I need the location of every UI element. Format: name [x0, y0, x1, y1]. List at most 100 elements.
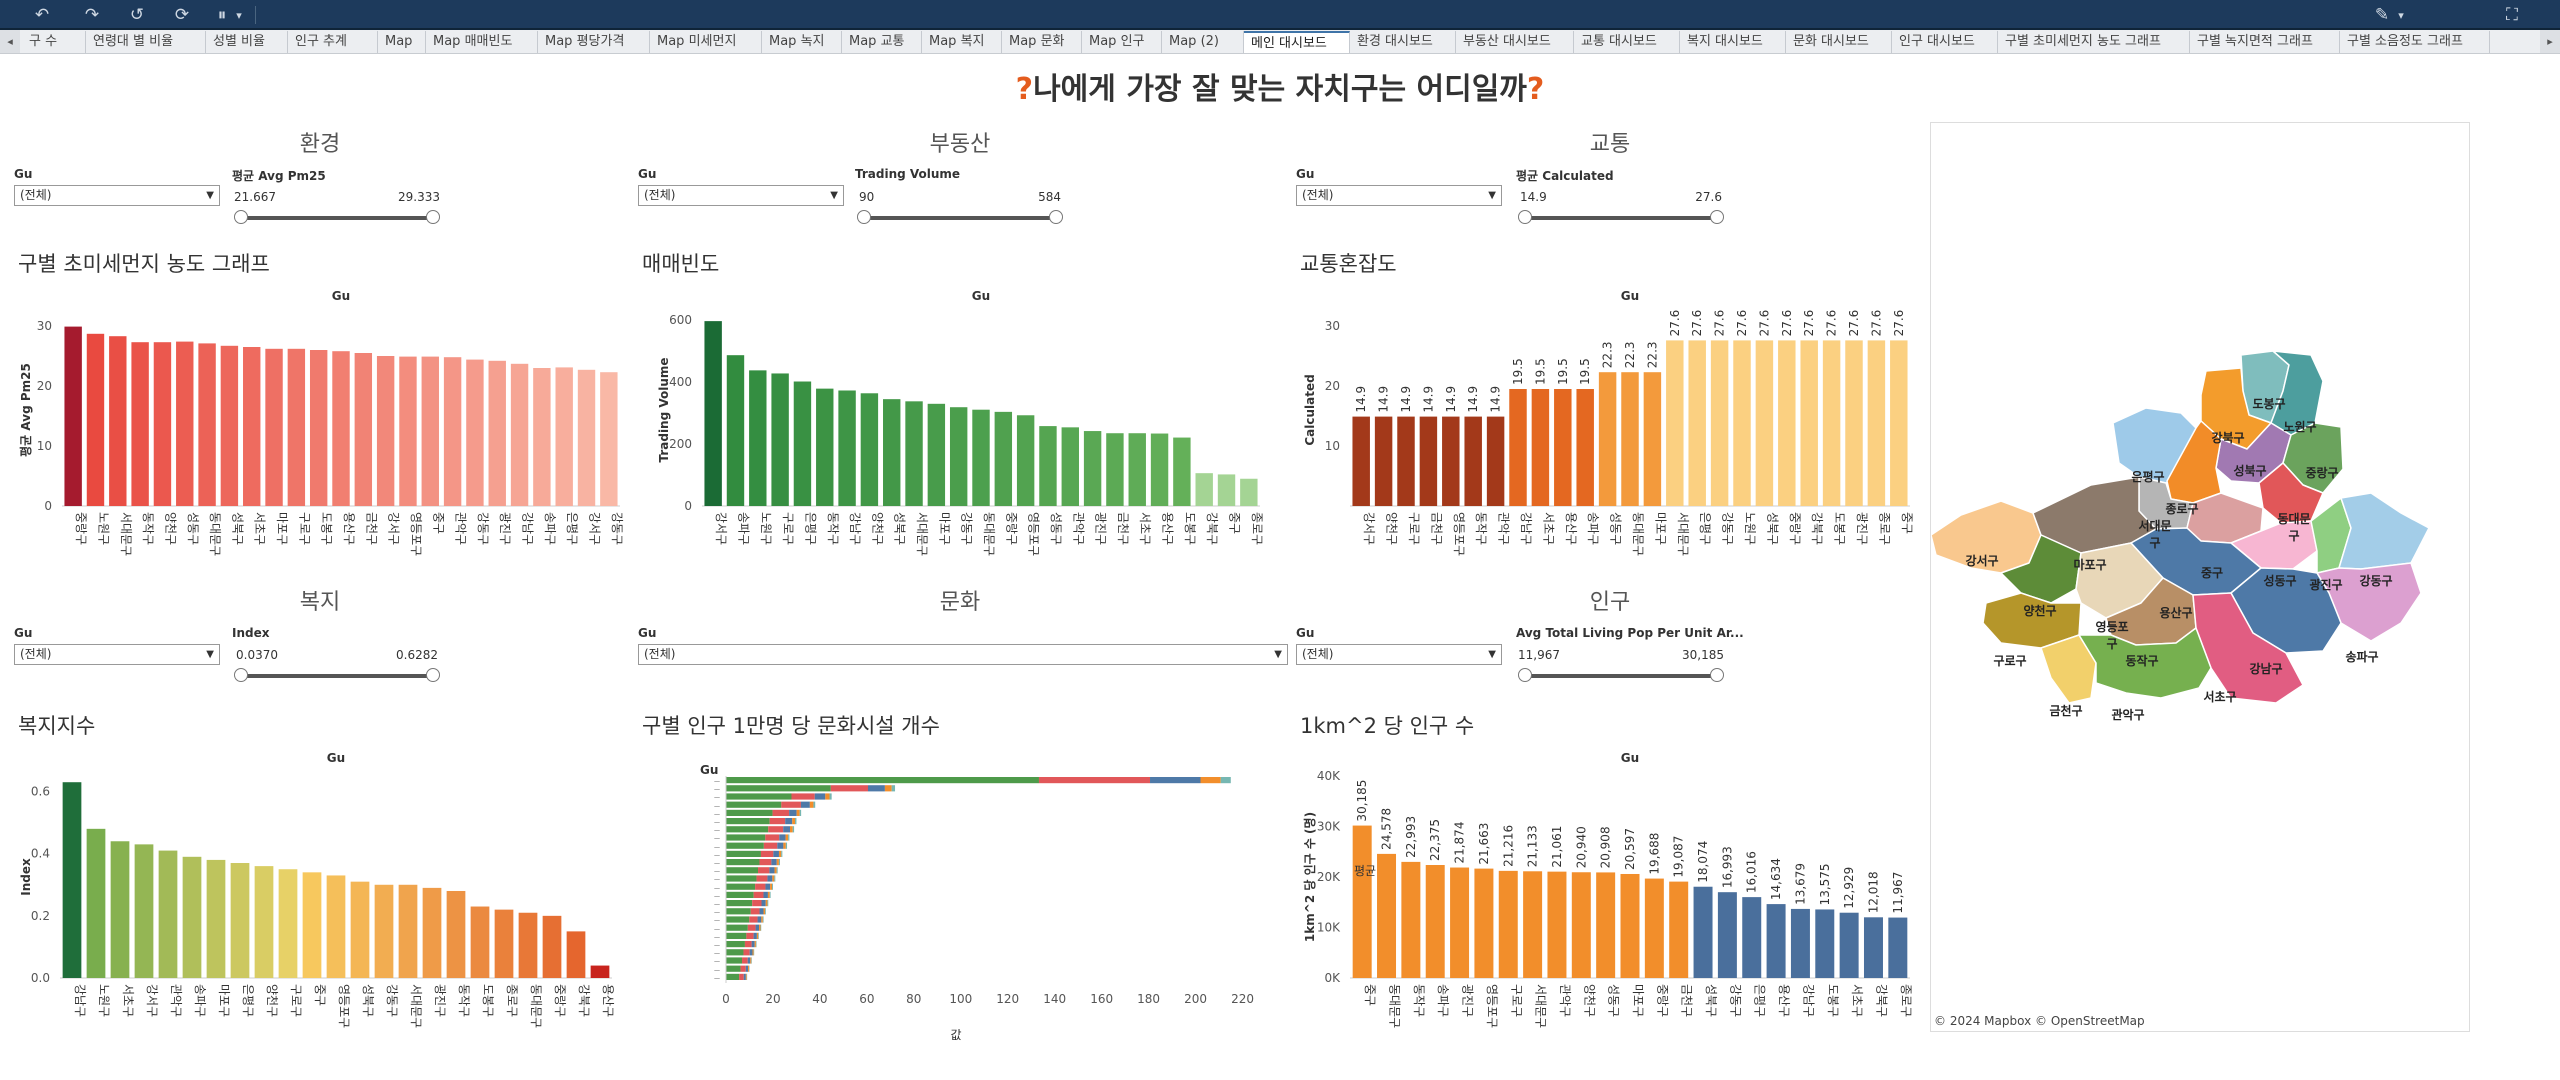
bar[interactable]: [466, 359, 484, 506]
bar[interactable]: [1790, 908, 1810, 978]
bar[interactable]: [1397, 416, 1415, 506]
bar-segment[interactable]: [796, 809, 800, 816]
pause-icon[interactable]: ⏸: [217, 5, 227, 25]
bar-segment[interactable]: [761, 916, 763, 923]
tab-item[interactable]: 교통 대시보드: [1574, 31, 1680, 53]
bar-segment[interactable]: [769, 891, 771, 898]
bar-segment[interactable]: [726, 875, 757, 882]
bar-segment[interactable]: [744, 941, 752, 948]
gu-filter-dropdown[interactable]: (전체) ▼: [638, 644, 1288, 665]
bar-segment[interactable]: [743, 973, 746, 980]
bar-segment[interactable]: [1038, 777, 1151, 784]
pm25-range-slider[interactable]: 21.667 29.333: [232, 190, 442, 230]
bar[interactable]: [1839, 912, 1859, 978]
bar[interactable]: [1217, 474, 1236, 506]
bar-segment[interactable]: [726, 859, 760, 866]
bar-segment[interactable]: [752, 949, 754, 956]
bar-segment[interactable]: [779, 834, 786, 841]
bar-segment[interactable]: [777, 842, 784, 849]
bar[interactable]: [109, 336, 127, 506]
bar-segment[interactable]: [765, 908, 766, 915]
bar[interactable]: [1523, 871, 1543, 978]
bar-segment[interactable]: [726, 801, 782, 808]
gu-filter-dropdown[interactable]: (전체) ▼: [638, 185, 844, 206]
bar-segment[interactable]: [751, 957, 752, 964]
bar-segment[interactable]: [778, 859, 780, 866]
bar[interactable]: [1815, 909, 1835, 978]
bar-segment[interactable]: [726, 834, 766, 841]
bar[interactable]: [1425, 865, 1445, 978]
tab-item[interactable]: Map 복지: [922, 31, 1002, 53]
bar[interactable]: [176, 341, 194, 506]
bar-segment[interactable]: [781, 850, 783, 857]
gu-filter-dropdown[interactable]: (전체) ▼: [1296, 644, 1502, 665]
bar[interactable]: [332, 351, 350, 506]
traffic-bar-chart[interactable]: Gu Calculated 10 20 30 강서구 14.9 양천구 14.9 구로구 14.9 금…: [1290, 290, 1930, 580]
bar-segment[interactable]: [752, 900, 762, 907]
tab-item[interactable]: Map 문화: [1002, 31, 1082, 53]
bar-segment[interactable]: [726, 924, 748, 931]
bar[interactable]: [488, 360, 506, 506]
bar[interactable]: [1666, 340, 1684, 506]
bar[interactable]: [1733, 340, 1751, 506]
bar[interactable]: [1374, 416, 1393, 506]
bar-segment[interactable]: [726, 900, 753, 907]
bar[interactable]: [265, 348, 283, 506]
bar[interactable]: [1106, 433, 1124, 506]
bar[interactable]: [793, 381, 812, 506]
bar[interactable]: [1377, 853, 1397, 978]
bar-segment[interactable]: [785, 842, 788, 849]
bar[interactable]: [533, 368, 551, 506]
bar-segment[interactable]: [1200, 777, 1221, 784]
bar-segment[interactable]: [795, 818, 797, 825]
bar[interactable]: [1598, 372, 1617, 506]
tab-item[interactable]: 복지 대시보드: [1680, 31, 1786, 53]
bar[interactable]: [1352, 416, 1370, 506]
bar[interactable]: [771, 373, 789, 506]
bar-segment[interactable]: [785, 818, 793, 825]
bar[interactable]: [905, 401, 923, 506]
bar[interactable]: [994, 411, 1013, 506]
bar-segment[interactable]: [765, 900, 768, 907]
bar-segment[interactable]: [726, 965, 741, 972]
bar-segment[interactable]: [813, 801, 816, 808]
bar-segment[interactable]: [759, 859, 772, 866]
bar-segment[interactable]: [726, 793, 792, 800]
bar-segment[interactable]: [781, 801, 801, 808]
tab-item[interactable]: 인구 추계: [288, 31, 378, 53]
tab-item[interactable]: 구별 소음정도 그래프: [2340, 31, 2490, 53]
bar-segment[interactable]: [750, 957, 752, 964]
bar[interactable]: [1083, 431, 1102, 506]
bar-segment[interactable]: [750, 908, 760, 915]
bar-segment[interactable]: [746, 932, 754, 939]
bar-segment[interactable]: [800, 801, 810, 808]
bar-segment[interactable]: [739, 973, 744, 980]
bar-segment[interactable]: [760, 850, 774, 857]
bar[interactable]: [1195, 473, 1213, 506]
bar-segment[interactable]: [745, 973, 747, 980]
welfare-bar-chart[interactable]: Gu Index 0.0 0.2 0.4 0.6 강남구 노원구 서초구 강서구 관악구 송파구 마포구…: [0, 752, 640, 1052]
bar[interactable]: [86, 828, 106, 978]
bar[interactable]: [62, 782, 82, 978]
bar[interactable]: [153, 342, 172, 506]
bar[interactable]: [1442, 416, 1460, 506]
tab-item[interactable]: Map: [378, 31, 426, 53]
bar[interactable]: [555, 367, 573, 506]
bar[interactable]: [374, 884, 394, 978]
bar-segment[interactable]: [778, 850, 782, 857]
bar[interactable]: [1620, 873, 1640, 978]
bar[interactable]: [1800, 340, 1818, 506]
bar[interactable]: [1778, 340, 1796, 506]
bar[interactable]: [1061, 427, 1079, 506]
bar[interactable]: [1419, 416, 1438, 506]
refresh-icon[interactable]: ⟳: [174, 5, 190, 25]
bar-segment[interactable]: [768, 826, 784, 833]
bar[interactable]: [1486, 416, 1505, 506]
tab-item[interactable]: Map 평당가격: [538, 31, 650, 53]
bar[interactable]: [134, 844, 154, 978]
gu-filter-dropdown[interactable]: (전체) ▼: [1296, 185, 1502, 206]
bar-segment[interactable]: [755, 883, 766, 890]
bar[interactable]: [1755, 340, 1774, 506]
bar[interactable]: [220, 345, 239, 506]
bar[interactable]: [243, 347, 261, 506]
